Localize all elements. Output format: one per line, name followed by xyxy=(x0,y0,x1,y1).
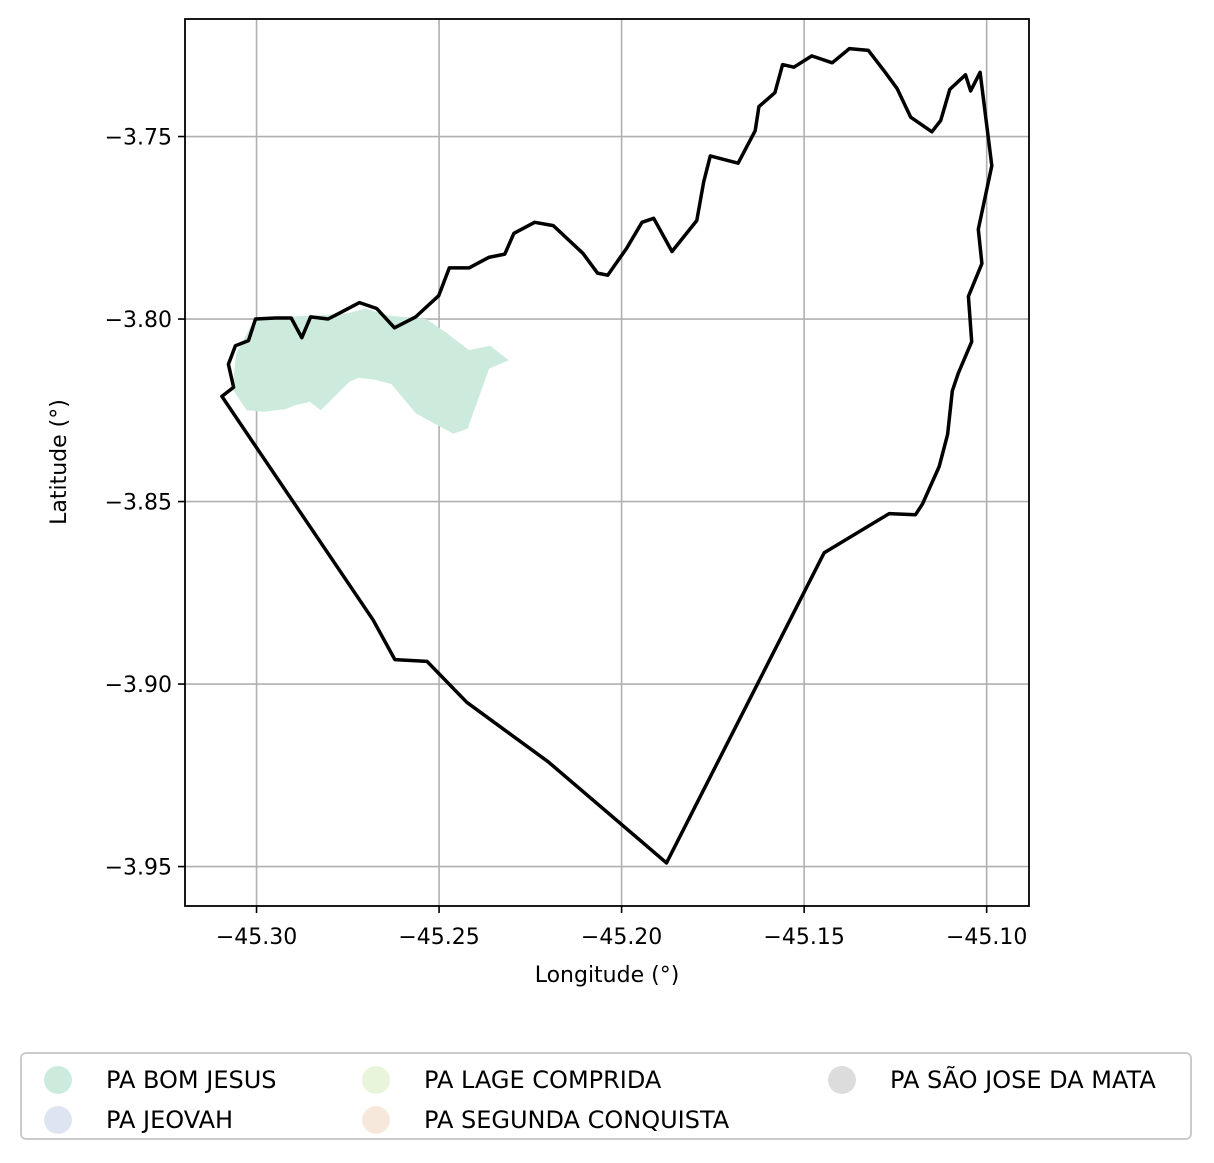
boundary-outline xyxy=(220,46,994,865)
legend-label: PA SEGUNDA CONQUISTA xyxy=(424,1106,730,1134)
x-tick-label: −45.15 xyxy=(763,925,844,950)
x-axis-label: Longitude (°) xyxy=(535,963,680,988)
y-tick-label: −3.85 xyxy=(105,491,172,516)
x-axis-ticks: −45.30 −45.25 −45.20 −45.15 −45.10 xyxy=(216,906,1027,950)
legend-entry: PA JEOVAH xyxy=(44,1102,233,1138)
map-figure: −45.30 −45.25 −45.20 −45.15 −45.10 −3.75 −3.8… xyxy=(47,18,1030,988)
legend-entry: PA LAGE COMPRIDA xyxy=(362,1062,661,1098)
plot-frame xyxy=(184,18,1030,907)
legend-label: PA LAGE COMPRIDA xyxy=(424,1066,662,1094)
municipality-boundary xyxy=(220,46,994,865)
gridlines xyxy=(185,19,1029,906)
legend-marker-icon xyxy=(44,1106,72,1134)
legend-marker-icon xyxy=(362,1066,390,1094)
legend-marker-icon xyxy=(362,1106,390,1134)
x-tick-label: −45.20 xyxy=(581,925,662,950)
area-pa-bom-jesus xyxy=(232,308,509,434)
y-tick-label: −3.95 xyxy=(105,856,172,881)
y-tick-label: −3.75 xyxy=(105,126,172,151)
legend-label: PA BOM JESUS xyxy=(106,1066,277,1094)
x-tick-label: −45.25 xyxy=(398,925,479,950)
y-axis-label: Latitude (°) xyxy=(47,399,72,525)
legend-label: PA SÃO JOSE DA MATA xyxy=(890,1066,1156,1094)
y-axis-ticks: −3.75 −3.80 −3.85 −3.90 −3.95 xyxy=(105,126,185,881)
legend-marker-icon xyxy=(828,1066,856,1094)
area-polygons xyxy=(232,308,509,434)
y-tick-label: −3.90 xyxy=(105,673,172,698)
legend-entry: PA BOM JESUS xyxy=(44,1062,277,1098)
y-tick-label: −3.80 xyxy=(105,308,172,333)
x-tick-label: −45.10 xyxy=(946,925,1027,950)
legend-entry: PA SÃO JOSE DA MATA xyxy=(828,1062,1156,1098)
legend-entry: PA SEGUNDA CONQUISTA xyxy=(362,1102,729,1138)
legend: PA BOM JESUS PA JEOVAH PA LAGE COMPRIDA PA … xyxy=(20,1052,1192,1140)
legend-marker-icon xyxy=(44,1066,72,1094)
x-tick-label: −45.30 xyxy=(216,925,297,950)
legend-label: PA JEOVAH xyxy=(106,1106,234,1134)
